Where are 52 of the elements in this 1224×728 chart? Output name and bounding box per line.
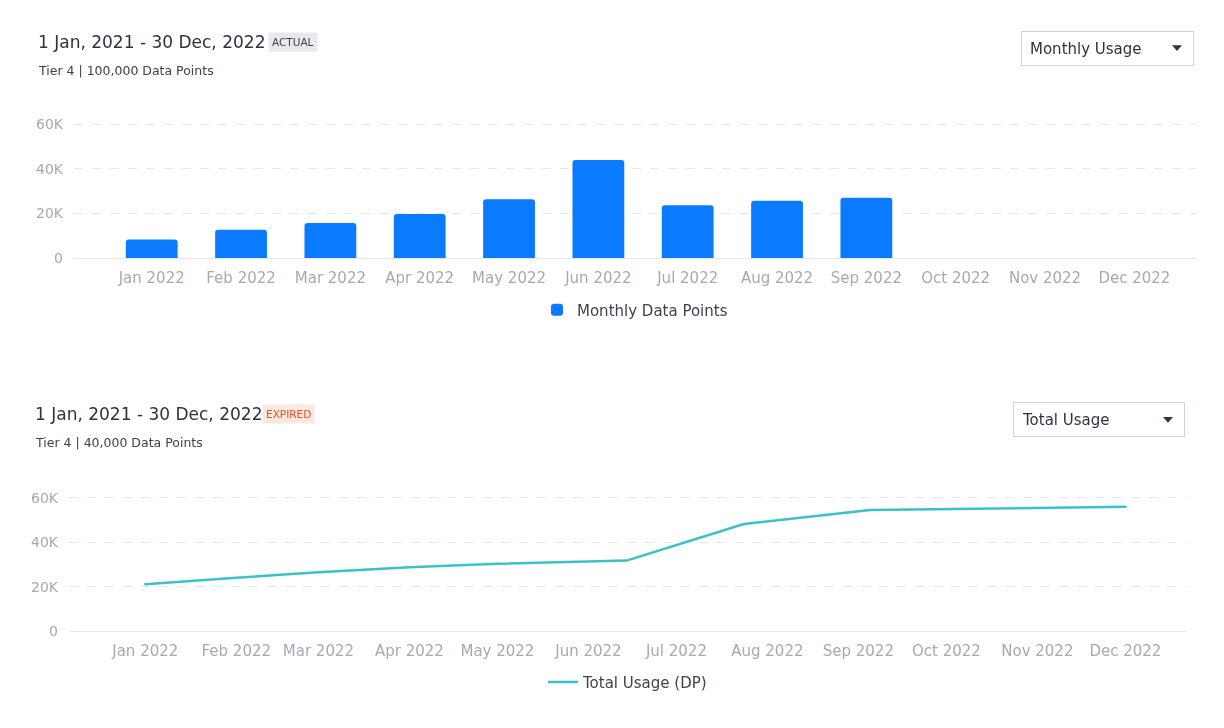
bar	[751, 200, 803, 259]
y-tick-label: 40K	[36, 160, 64, 177]
y-tick-label: 0	[54, 249, 63, 266]
x-tick-label: Feb 2022	[201, 642, 272, 661]
y-tick-label: 20K	[36, 205, 64, 222]
line-series	[144, 505, 1127, 586]
bar	[125, 239, 178, 259]
legend-label: Monthly Data Points	[577, 301, 728, 320]
y-tick-label: 20K	[31, 578, 59, 595]
x-tick-label: Jun 2022	[564, 269, 632, 288]
x-tick-label: May 2022	[460, 642, 535, 661]
x-tick-label: Apr 2022	[374, 642, 444, 661]
x-tick-label: Jul 2022	[644, 642, 707, 661]
x-tick-label: Jan 2022	[117, 269, 185, 288]
text: EXPIRED	[266, 408, 312, 420]
text: Total Usage	[1022, 410, 1110, 429]
bar	[572, 159, 625, 259]
x-tick-label: Jun 2022	[554, 642, 622, 661]
chart-subtitle: Tier 4 | 100,000 Data Points	[38, 63, 214, 78]
x-tick-label: Oct 2022	[911, 642, 981, 661]
bar	[215, 229, 267, 259]
bar	[840, 197, 893, 259]
x-tick-label: Jul 2022	[656, 269, 719, 288]
bar	[661, 205, 714, 259]
x-tick-label: Nov 2022	[1001, 642, 1074, 661]
y-tick-label: 40K	[31, 534, 59, 551]
x-tick-label: Aug 2022	[731, 642, 804, 661]
y-tick-label: 60K	[31, 489, 59, 506]
text: Monthly Usage	[1030, 39, 1142, 58]
x-tick-label: Sep 2022	[822, 642, 894, 661]
x-tick-label: May 2022	[472, 269, 547, 288]
bar	[483, 199, 535, 259]
x-tick-label: Mar 2022	[294, 269, 367, 288]
x-tick-label: Jan 2022	[111, 642, 179, 661]
x-tick-label: Oct 2022	[921, 269, 991, 288]
x-tick-label: Dec 2022	[1098, 269, 1171, 288]
legend-label: Total Usage (DP)	[582, 673, 707, 692]
bar	[393, 213, 446, 259]
chart-subtitle: Tier 4 | 40,000 Data Points	[35, 435, 203, 450]
chart-title: 1 Jan, 2021 - 30 Dec, 2022	[38, 32, 266, 52]
x-tick-label: Apr 2022	[385, 269, 455, 288]
x-tick-label: Feb 2022	[206, 269, 276, 288]
y-tick-label: 0	[49, 623, 58, 640]
x-tick-label: Dec 2022	[1089, 642, 1162, 661]
x-tick-label: Mar 2022	[282, 642, 355, 661]
text: ACTUAL	[272, 36, 314, 48]
bar	[304, 223, 357, 259]
x-tick-label: Aug 2022	[740, 269, 814, 288]
x-tick-label: Sep 2022	[830, 269, 902, 288]
x-tick-label: Nov 2022	[1008, 269, 1082, 288]
chart-title: 1 Jan, 2021 - 30 Dec, 2022	[35, 404, 263, 424]
y-tick-label: 60K	[36, 116, 64, 133]
